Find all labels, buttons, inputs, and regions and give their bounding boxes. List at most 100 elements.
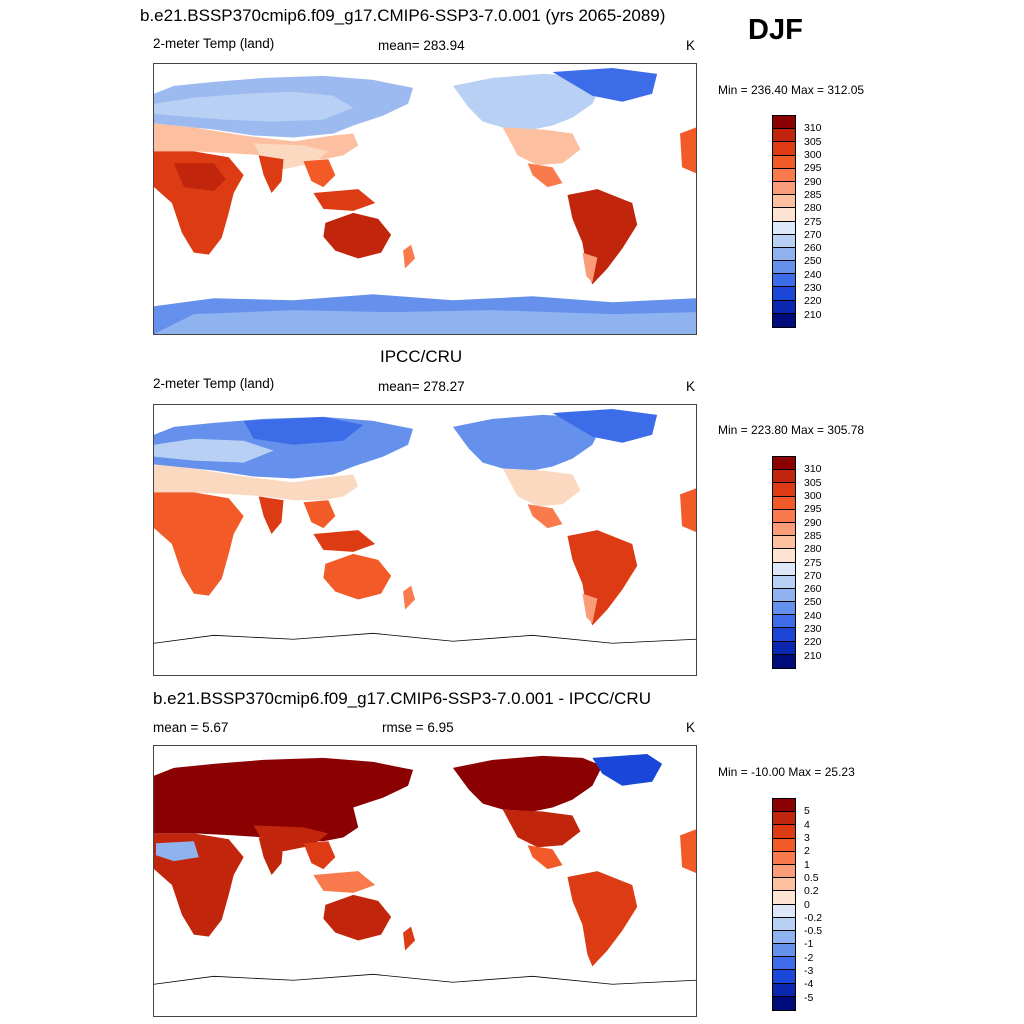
- panel1-map: [153, 63, 697, 335]
- colorbar-swatch: [773, 549, 795, 563]
- colorbar-tick-label: 300: [804, 489, 822, 502]
- panel3-title: b.e21.BSSP370cmip6.f09_g17.CMIP6-SSP3-7.…: [153, 689, 651, 708]
- colorbar-swatch: [773, 221, 795, 235]
- panel2-minmax: Min = 223.80 Max = 305.78: [718, 423, 865, 437]
- colorbar-tick-label: 275: [804, 556, 822, 569]
- colorbar-tick-label: 5: [804, 805, 810, 818]
- colorbar-tick-label: 260: [804, 583, 822, 596]
- colorbar-tick-label: 220: [804, 636, 822, 649]
- colorbar-tick-label: 230: [804, 623, 822, 636]
- panel1-map-graphic: [154, 67, 696, 334]
- colorbar-swatch: [773, 155, 795, 169]
- colorbar-tick-label: 250: [804, 596, 822, 609]
- colorbar-swatch: [773, 562, 795, 576]
- colorbar-tick-label: 275: [804, 215, 822, 228]
- colorbar-tick-label: -2: [804, 951, 814, 964]
- colorbar-tick-label: -5: [804, 991, 814, 1004]
- panel1-title: b.e21.BSSP370cmip6.f09_g17.CMIP6-SSP3-7.…: [140, 6, 666, 25]
- colorbar-swatch: [773, 799, 795, 813]
- colorbar-swatch: [773, 509, 795, 523]
- colorbar-swatch: [773, 168, 795, 182]
- colorbar-swatch: [773, 129, 795, 143]
- colorbar-tick-label: 280: [804, 543, 822, 556]
- colorbar-swatch: [773, 470, 795, 484]
- panel3-map-graphic: [154, 753, 696, 985]
- colorbar-tick-label: 305: [804, 476, 822, 489]
- colorbar-swatch: [773, 602, 795, 616]
- colorbar-tick-label: 0: [804, 898, 810, 911]
- colorbar-swatch: [773, 208, 795, 222]
- colorbar-swatch: [773, 851, 795, 865]
- colorbar-swatch: [773, 825, 795, 839]
- panel2-map: [153, 404, 697, 676]
- colorbar-tick-label: -1: [804, 938, 814, 951]
- colorbar-swatch: [773, 983, 795, 997]
- colorbar-swatch: [773, 181, 795, 196]
- panel3-minmax: Min = -10.00 Max = 25.23: [718, 765, 855, 779]
- colorbar-tick-label: -0.5: [804, 925, 823, 938]
- colorbar-swatch: [773, 588, 795, 603]
- panel2-map-graphic: [154, 408, 696, 644]
- colorbar-tick-label: 1: [804, 858, 810, 871]
- panel2-variable-label: 2-meter Temp (land): [153, 376, 275, 391]
- colorbar-tick-label: 280: [804, 202, 822, 215]
- panel2-colorbar: [772, 456, 796, 669]
- colorbar-tick-label: 240: [804, 609, 822, 622]
- colorbar-swatch: [773, 496, 795, 510]
- colorbar-swatch: [773, 274, 795, 288]
- colorbar-tick-label: 285: [804, 529, 822, 542]
- colorbar-tick-label: 310: [804, 122, 822, 135]
- colorbar-tick-label: 220: [804, 295, 822, 308]
- colorbar-swatch: [773, 838, 795, 852]
- colorbar-tick-label: 285: [804, 188, 822, 201]
- colorbar-tick-label: 295: [804, 162, 822, 175]
- colorbar-swatch: [773, 536, 795, 550]
- colorbar-tick-label: 300: [804, 148, 822, 161]
- season-label: DJF: [748, 14, 803, 46]
- colorbar-tick-label: 230: [804, 282, 822, 295]
- colorbar-swatch: [773, 654, 795, 668]
- colorbar-tick-label: -0.2: [804, 911, 823, 924]
- colorbar-swatch: [773, 878, 795, 892]
- colorbar-swatch: [773, 142, 795, 156]
- colorbar-swatch: [773, 287, 795, 301]
- colorbar-tick-label: 3: [804, 831, 810, 844]
- colorbar-tick-label: 210: [804, 649, 822, 662]
- colorbar-swatch: [773, 457, 795, 471]
- panel1-unit: K: [686, 38, 696, 53]
- colorbar-swatch: [773, 247, 795, 262]
- colorbar-tick-label: 250: [804, 255, 822, 268]
- colorbar-swatch: [773, 917, 795, 931]
- panel1-minmax: Min = 236.40 Max = 312.05: [718, 83, 865, 97]
- colorbar-tick-label: 4: [804, 818, 810, 831]
- colorbar-tick-label: 260: [804, 242, 822, 255]
- panel3-mean-label: mean = 5.67: [153, 720, 229, 735]
- panel2-mean-label: mean= 278.27: [378, 379, 465, 394]
- colorbar-swatch: [773, 615, 795, 629]
- colorbar-tick-label: 0.5: [804, 871, 819, 884]
- colorbar-swatch: [773, 116, 795, 130]
- colorbar-tick-label: 270: [804, 228, 822, 241]
- panel3-rmse-label: rmse = 6.95: [382, 720, 454, 735]
- colorbar-swatch: [773, 641, 795, 655]
- colorbar-swatch: [773, 812, 795, 826]
- colorbar-tick-label: 295: [804, 503, 822, 516]
- colorbar-swatch: [773, 234, 795, 248]
- colorbar-tick-label: 240: [804, 268, 822, 281]
- colorbar-swatch: [773, 957, 795, 971]
- colorbar-tick-label: 290: [804, 516, 822, 529]
- panel2-title: IPCC/CRU: [380, 347, 463, 366]
- colorbar-swatch: [773, 864, 795, 879]
- colorbar-swatch: [773, 575, 795, 589]
- panel1-mean-label: mean= 283.94: [378, 38, 465, 53]
- colorbar-swatch: [773, 970, 795, 984]
- colorbar-swatch: [773, 891, 795, 905]
- colorbar-swatch: [773, 522, 795, 537]
- colorbar-tick-label: 290: [804, 175, 822, 188]
- panel3-map: [153, 745, 697, 1017]
- colorbar-swatch: [773, 313, 795, 327]
- colorbar-swatch: [773, 195, 795, 209]
- panel3-unit: K: [686, 720, 696, 735]
- panel1-colorbar: [772, 115, 796, 328]
- colorbar-swatch: [773, 996, 795, 1010]
